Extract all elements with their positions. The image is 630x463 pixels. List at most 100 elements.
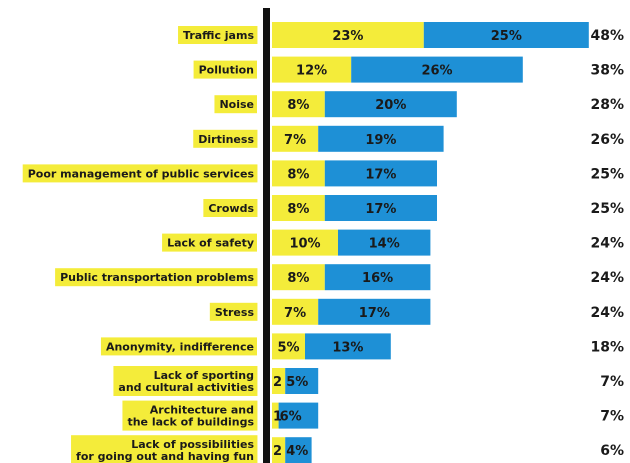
total-label: 7% — [600, 374, 624, 390]
value-label-blue: 25% — [491, 29, 522, 44]
value-label-blue: 13% — [332, 340, 363, 355]
category-label: Public transportation problems — [60, 271, 254, 284]
value-label-yellow: 10% — [289, 237, 320, 252]
bar-segment-yellow — [272, 91, 325, 118]
category-label: Anonymity, indifference — [106, 340, 254, 353]
value-label-yellow: 1 — [273, 410, 282, 425]
bar-row: Lack of possibilities for going out and h… — [71, 435, 624, 463]
category-label-bg — [193, 60, 257, 79]
value-label-blue: 16% — [362, 271, 393, 286]
category-label-bg — [113, 366, 258, 396]
bar-segment-blue — [318, 125, 444, 152]
category-label-line: Stress — [215, 306, 255, 319]
bar-row: Lack of safety 10% 14% 24% — [162, 229, 624, 256]
bar-segment-blue — [324, 195, 437, 221]
value-label-blue: 17% — [359, 306, 390, 321]
category-label-line: Poor management of public services — [28, 167, 255, 180]
value-label-yellow: 23% — [332, 29, 363, 44]
category-label-bg — [71, 435, 258, 463]
axis-line — [263, 8, 270, 463]
bar-row: Dirtiness 7% 19% 26% — [193, 125, 624, 152]
bar-segment-blue — [338, 229, 431, 256]
category-label-bg — [193, 129, 258, 148]
bar-segment-yellow — [272, 56, 352, 83]
bar-row: Pollution 12% 26% 38% — [193, 56, 624, 83]
total-label: 28% — [590, 97, 624, 113]
bar-segment-yellow — [272, 160, 325, 187]
category-label-line: Public transportation problems — [60, 271, 254, 284]
value-label-yellow: 12% — [296, 64, 327, 79]
category-label: Traffic jams — [183, 29, 254, 42]
value-label-yellow: 7% — [284, 133, 306, 148]
value-label-blue: 17% — [365, 167, 396, 182]
bar-segment-yellow — [272, 437, 286, 463]
bar-segment-blue — [324, 264, 431, 291]
category-label-line: for going out and having fun — [76, 450, 254, 463]
value-label-yellow: 8% — [287, 98, 309, 113]
bar-segment-yellow — [272, 264, 325, 291]
category-label: Lack of possibilities for going out and h… — [76, 438, 254, 463]
category-label-bg — [22, 164, 258, 183]
total-label: 24% — [590, 270, 624, 286]
total-label: 25% — [590, 166, 624, 182]
bar-segment-blue — [278, 402, 319, 429]
category-label-bg — [178, 26, 258, 44]
bar-row: Architecture and the lack of buildings 16%… — [122, 400, 624, 431]
value-label-blue: 14% — [369, 237, 400, 252]
bar-row: Public transportation problems 8% 16% 24% — [55, 264, 624, 291]
category-label: Dirtiness — [198, 133, 254, 146]
category-label-line: Lack of sporting — [154, 369, 254, 382]
category-label: Lack of sporting and cultural activities — [118, 369, 254, 394]
category-label: Stress — [215, 306, 255, 319]
bar-row: Anonymity, indifference 5% 13% 18% — [100, 333, 624, 360]
category-label-line: Lack of safety — [167, 237, 254, 250]
category-label-line: Crowds — [208, 202, 254, 215]
category-label-line: Lack of possibilities — [131, 438, 254, 451]
bar-row: Noise 8% 20% 28% — [214, 91, 624, 118]
value-label-yellow: 5% — [277, 340, 299, 355]
category-label: Noise — [219, 98, 254, 111]
bar-segment-blue — [351, 56, 523, 83]
bar-row: Stress 7% 17% 24% — [209, 298, 624, 325]
value-label-yellow: 8% — [287, 271, 309, 286]
category-label: Lack of safety — [167, 237, 254, 250]
value-label-yellow: 8% — [287, 167, 309, 182]
total-label: 18% — [590, 339, 624, 355]
category-label-bg — [122, 400, 258, 431]
category-label: Architecture and the lack of buildings — [127, 404, 254, 429]
total-label: 38% — [590, 63, 624, 79]
category-label-bg — [162, 233, 257, 252]
total-label: 48% — [590, 28, 624, 44]
bar-segment-blue — [324, 91, 457, 118]
bar-segment-blue — [318, 298, 431, 325]
value-label-blue: 5% — [286, 375, 308, 390]
bar-segment-yellow — [272, 402, 279, 429]
bar-segment-blue — [305, 333, 391, 360]
bar-segment-blue — [324, 160, 437, 187]
category-label-line: Anonymity, indifference — [106, 340, 254, 353]
total-label: 24% — [590, 305, 624, 321]
category-label-line: Traffic jams — [183, 29, 254, 42]
total-label: 25% — [590, 201, 624, 217]
category-label: Poor management of public services — [28, 167, 255, 180]
bar-segment-yellow — [272, 333, 305, 360]
category-label: Crowds — [208, 202, 254, 215]
bar-segment-blue — [423, 22, 589, 48]
category-label-line: Architecture and — [150, 404, 254, 417]
value-label-yellow: 2 — [273, 375, 282, 390]
total-label: 7% — [600, 409, 624, 425]
value-label-blue: 19% — [365, 133, 396, 148]
total-label: 6% — [600, 443, 624, 459]
bar-segment-yellow — [272, 195, 325, 221]
category-label-line: the lack of buildings — [127, 416, 254, 429]
value-label-blue: 4% — [286, 444, 308, 459]
bar-segment-yellow — [272, 298, 319, 325]
bar-row: Crowds 8% 17% 25% — [203, 195, 624, 221]
bar-segment-yellow — [272, 125, 319, 152]
category-label: Pollution — [199, 64, 254, 77]
category-label-line: Noise — [219, 98, 254, 111]
category-label-line: Pollution — [199, 64, 254, 77]
bar-segment-yellow — [272, 22, 424, 48]
value-label-blue: 6% — [280, 410, 302, 425]
category-label-bg — [214, 95, 257, 114]
